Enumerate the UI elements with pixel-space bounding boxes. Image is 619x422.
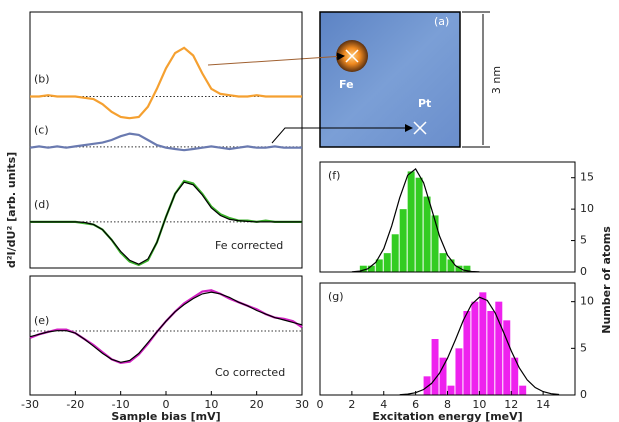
bar [424, 197, 431, 272]
scale-bar [462, 12, 490, 147]
x-tick-label: 14 [536, 398, 550, 411]
image-panel: (a) Fe Pt 3 nm [320, 12, 503, 147]
bar [448, 259, 455, 272]
atom-label: Fe [339, 78, 354, 91]
bar [440, 253, 447, 272]
bar [503, 320, 510, 395]
panel-label: (f) [328, 169, 340, 182]
data-line [30, 292, 302, 362]
y-tick-label: 15 [580, 171, 594, 184]
bar [384, 253, 391, 272]
bar [448, 386, 455, 395]
bar [416, 178, 423, 272]
series-label: (d) [34, 198, 50, 211]
bar [463, 311, 470, 395]
series-label: (b) [34, 72, 50, 85]
atom-label: Pt [418, 97, 431, 110]
bar [479, 292, 486, 395]
x-axis-label: Excitation energy [meV] [372, 410, 522, 422]
y-axis-label: d²I/dU² [arb. units] [5, 152, 18, 268]
bar [519, 386, 526, 395]
y-tick-label: 0 [580, 265, 587, 278]
bar [432, 339, 439, 395]
panel-label: (a) [434, 15, 449, 28]
bar [432, 215, 439, 272]
data-line [30, 181, 302, 265]
bar [455, 348, 462, 395]
x-tick-label: 30 [295, 398, 309, 411]
bar [400, 209, 407, 272]
y-tick-label: 0 [580, 388, 587, 401]
y-tick-label: 5 [580, 341, 587, 354]
series-label: (c) [34, 124, 49, 137]
plot-frame [320, 283, 575, 395]
x-tick-label: 0 [317, 398, 324, 411]
y-tick-label: 10 [580, 295, 594, 308]
bar [392, 234, 399, 272]
data-line [30, 134, 302, 151]
series-label: (e) [34, 314, 49, 327]
bar [408, 171, 415, 272]
bar [471, 302, 478, 395]
y-axis-label: Number of atoms [600, 226, 613, 334]
data-line [30, 48, 302, 118]
panel-label: (g) [328, 290, 344, 303]
scale-label: 3 nm [490, 66, 503, 94]
x-tick-label: 20 [250, 398, 264, 411]
x-tick-label: -30 [21, 398, 39, 411]
page: (a) Fe Pt 3 nm (b) (c) (d) Fe corrected d²I/… [0, 0, 619, 422]
y-tick-label: 5 [580, 234, 587, 247]
plot-frame [30, 12, 302, 268]
data-line [30, 290, 302, 363]
x-tick-label: 2 [348, 398, 355, 411]
figure: (a) Fe Pt 3 nm (b) (c) (d) Fe corrected d²I/… [0, 0, 619, 422]
annotation: Fe corrected [215, 239, 283, 252]
bar [487, 311, 494, 395]
x-axis-label: Sample bias [mV] [111, 410, 220, 422]
y-tick-label: 10 [580, 202, 594, 215]
annotation: Co corrected [215, 366, 285, 379]
x-tick-label: -20 [66, 398, 84, 411]
